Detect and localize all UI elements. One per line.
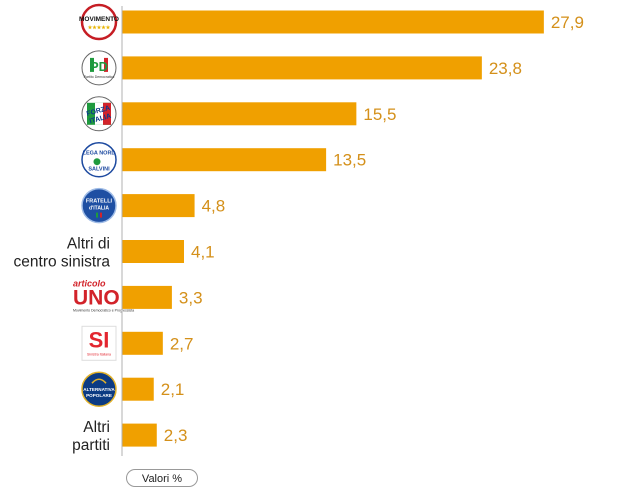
value-label: 4,1 — [191, 243, 215, 262]
value-label: 2,7 — [170, 334, 194, 353]
value-label: 13,5 — [333, 151, 366, 170]
lega-nord-salvini-logo: LEGA NORD SALVINI — [81, 141, 117, 178]
unit-label: Valori % — [126, 469, 198, 487]
svg-text:Movimento Democratico e Progre: Movimento Democratico e Progressista — [73, 308, 134, 312]
bars-group — [122, 10, 544, 447]
value-labels-group: 27,9 23,8 15,5 13,5 4,8 4,1 3,3 2,7 2,1 2,3 — [161, 13, 584, 445]
bar — [122, 240, 184, 263]
svg-text:articolo: articolo — [73, 278, 106, 288]
movimento-5-stelle-logo: MOVIMENTO ★★★★★ — [79, 3, 119, 41]
svg-text:d'ITALIA: d'ITALIA — [89, 206, 109, 212]
svg-text:ALTERNATIVA: ALTERNATIVA — [83, 387, 115, 392]
svg-text:MOVIMENTO: MOVIMENTO — [79, 16, 119, 23]
bar — [122, 148, 327, 172]
value-label: 15,5 — [363, 105, 396, 124]
category-label: Altri di centro sinistra — [14, 236, 111, 271]
bar — [122, 331, 163, 355]
bar — [122, 102, 357, 126]
svg-text:LEGA NORD: LEGA NORD — [83, 151, 116, 157]
svg-text:UNO: UNO — [73, 286, 120, 309]
bar — [122, 285, 172, 309]
category-label: Altri partiti — [72, 419, 110, 454]
value-label: 27,9 — [551, 13, 584, 32]
svg-text:POPOLARE: POPOLARE — [86, 393, 112, 398]
bar — [122, 194, 195, 218]
svg-text:SALVINI: SALVINI — [88, 167, 110, 173]
svg-text:SI: SI — [89, 327, 110, 352]
value-label: 2,3 — [164, 426, 188, 445]
bar — [122, 56, 482, 80]
value-label: 23,8 — [489, 59, 522, 78]
value-label: 4,8 — [202, 197, 226, 216]
value-label: 3,3 — [179, 288, 203, 307]
bar — [122, 377, 154, 401]
bar — [122, 10, 544, 34]
svg-text:FRATELLI: FRATELLI — [86, 199, 113, 205]
svg-text:★★★★★: ★★★★★ — [88, 25, 111, 31]
svg-text:Sinistra Italiana: Sinistra Italiana — [87, 352, 111, 356]
value-label: 2,1 — [161, 380, 185, 399]
svg-text:Partito Democratico: Partito Democratico — [84, 75, 115, 79]
svg-text:PD: PD — [90, 59, 108, 74]
bar — [122, 423, 157, 447]
